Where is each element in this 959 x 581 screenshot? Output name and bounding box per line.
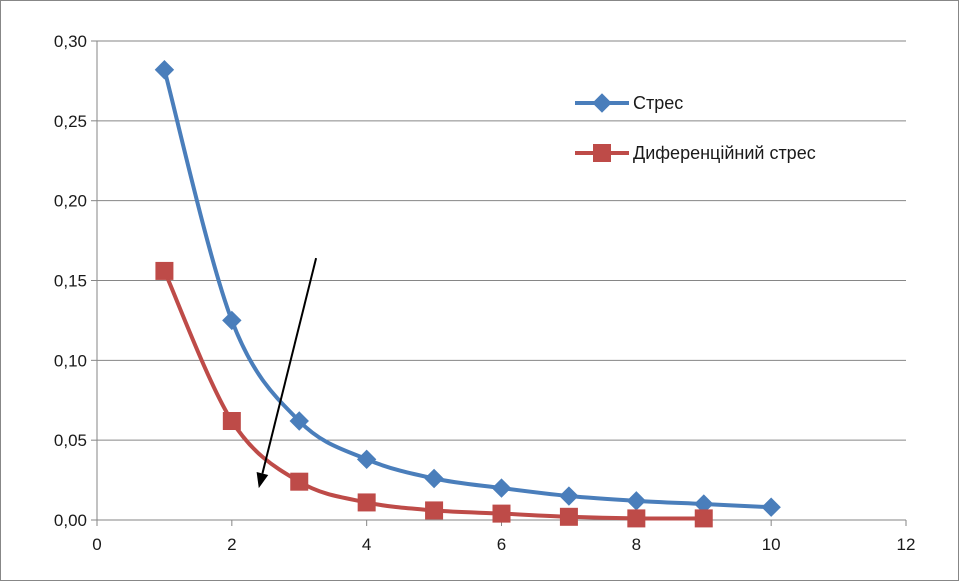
- y-tick-label: 0,20: [54, 192, 87, 211]
- x-tick-label: 2: [227, 535, 236, 554]
- x-tick-label: 0: [92, 535, 101, 554]
- legend-entry: Диференційний стрес: [575, 143, 816, 163]
- series-2: [155, 261, 713, 528]
- data-point: [492, 504, 511, 523]
- data-point: [491, 478, 512, 498]
- y-tick-label: 0,00: [54, 511, 87, 530]
- data-point: [289, 411, 309, 431]
- x-tick-label: 4: [362, 535, 371, 554]
- data-point: [559, 507, 578, 526]
- data-point: [424, 468, 444, 489]
- series-1: [154, 60, 781, 517]
- data-point: [761, 497, 781, 517]
- x-tick-label: 8: [632, 535, 641, 554]
- x-tick-label: 12: [897, 535, 916, 554]
- data-point: [222, 310, 242, 331]
- legend-marker: [592, 93, 612, 113]
- x-tick-label: 10: [762, 535, 781, 554]
- legend-marker: [593, 144, 611, 162]
- data-point: [357, 493, 376, 512]
- data-point: [290, 472, 309, 491]
- data-point: [626, 491, 647, 511]
- annotations: [256, 257, 318, 489]
- x-tick-label: 6: [497, 535, 506, 554]
- series-line: [162, 69, 772, 510]
- legend-entry: Стрес: [575, 93, 683, 113]
- series: [154, 60, 781, 528]
- data-point: [222, 412, 241, 431]
- y-tick-label: 0,15: [54, 272, 87, 291]
- annotation-arrow: [256, 257, 318, 489]
- axes: 0,00 0,05 0,10 0,15 0,20 0,25 0,30 0 2 4 6 8 10 12: [54, 32, 916, 554]
- legend-label: Стрес: [633, 93, 683, 113]
- y-tick-label: 0,10: [54, 351, 87, 370]
- data-point: [694, 509, 713, 528]
- y-tick-label: 0,30: [54, 32, 87, 51]
- y-tick-label: 0,05: [54, 431, 87, 450]
- legend-label: Диференційний стрес: [633, 143, 816, 163]
- data-point: [627, 509, 646, 528]
- data-point: [154, 60, 175, 80]
- arrow-shaft: [261, 257, 318, 474]
- arrow-head: [256, 472, 269, 489]
- data-point: [356, 449, 377, 470]
- data-point: [559, 486, 579, 506]
- data-point: [155, 261, 174, 280]
- data-point: [425, 501, 444, 520]
- legend: Стрес Диференційний стрес: [575, 93, 816, 163]
- grid-lines: [97, 40, 906, 441]
- y-tick-label: 0,25: [54, 112, 87, 131]
